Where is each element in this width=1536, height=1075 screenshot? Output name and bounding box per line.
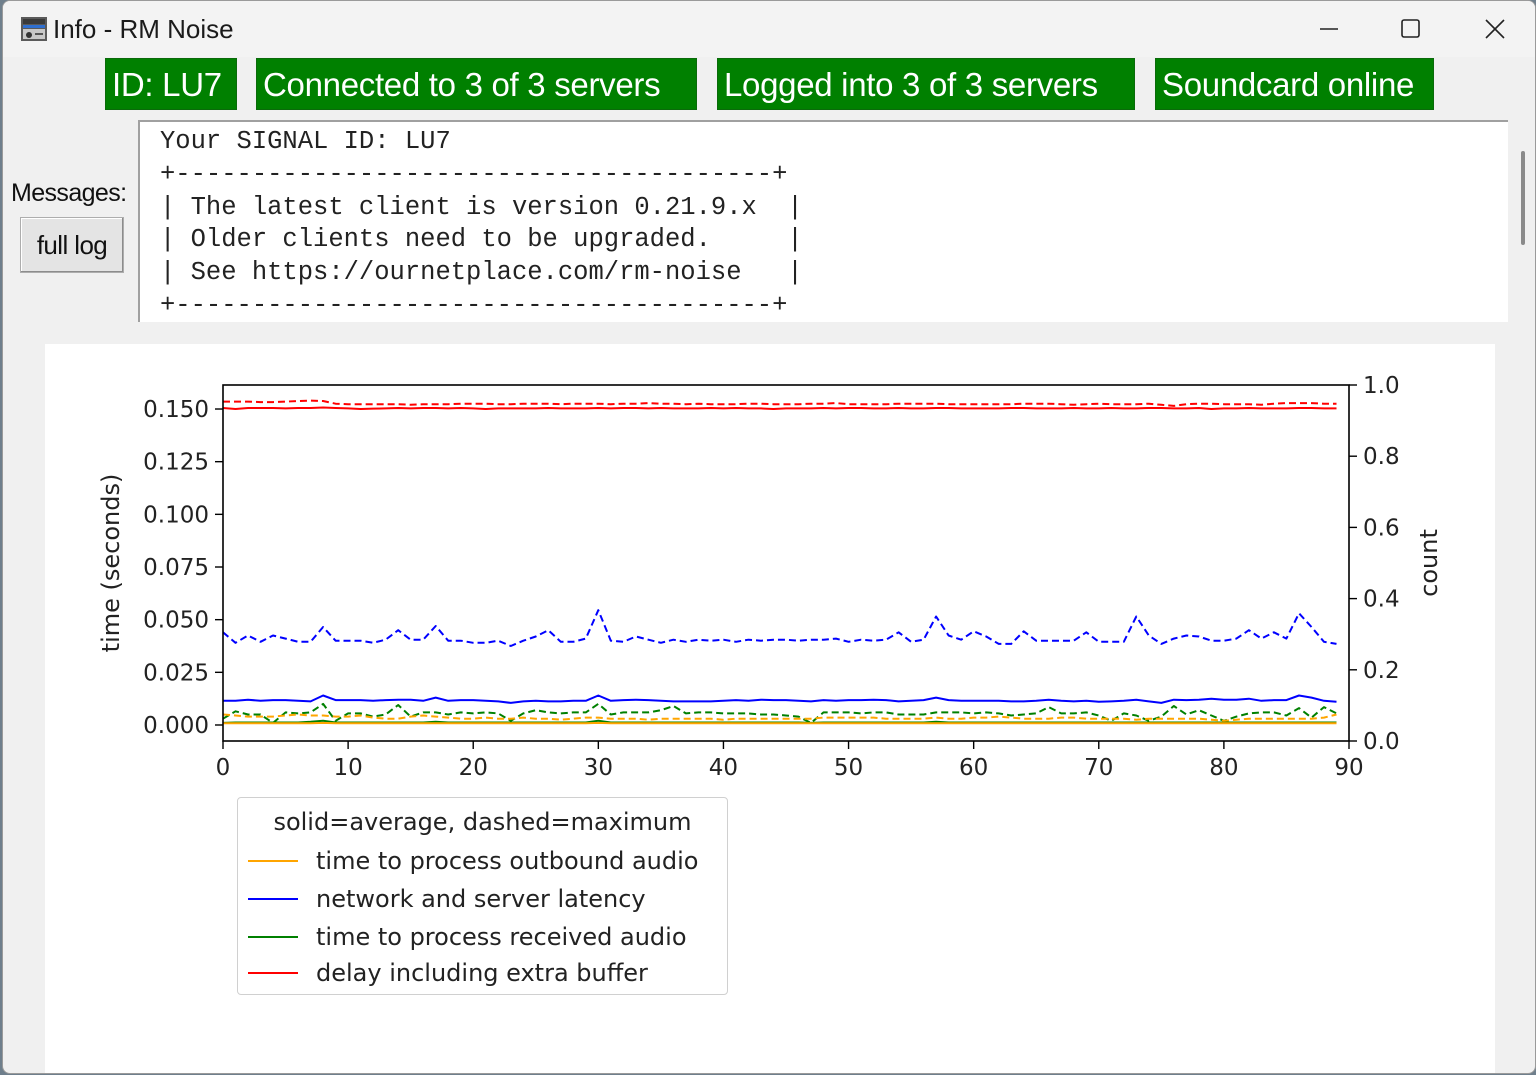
maximize-button[interactable] (1381, 7, 1441, 51)
blue-line-swatch (248, 898, 298, 900)
legend-title: solid=average, dashed=maximum (273, 808, 692, 836)
legend-item: network and server latency (248, 884, 646, 914)
y-tick-label: 0.075 (143, 555, 209, 581)
message-line: +---------------------------------------… (160, 159, 788, 189)
window-title: Info - RM Noise (53, 14, 234, 44)
x-tick-label: 70 (1084, 755, 1113, 781)
status-bar: ID: LU7 Connected to 3 of 3 servers Logg… (3, 58, 1535, 110)
y2-tick-label: 0.2 (1363, 658, 1400, 684)
y2-tick-label: 0.8 (1363, 444, 1400, 470)
maximize-icon (1401, 19, 1420, 38)
y-tick-label: 0.150 (143, 397, 209, 423)
legend-item: delay including extra buffer (248, 958, 648, 988)
series-line (223, 694, 1337, 704)
legend-label: delay including extra buffer (316, 959, 648, 987)
x-tick-label: 30 (584, 755, 613, 781)
series-line (222, 406, 1337, 410)
green-line-swatch (248, 936, 298, 938)
orange-line-swatch (248, 860, 298, 862)
latency-chart-panel: 0 10 20 30 40 50 60 70 80 90 0.000 0.025 0.050 0.075… (45, 344, 1495, 1073)
legend-label: network and server latency (316, 885, 646, 913)
id-badge: ID: LU7 (105, 58, 237, 110)
close-icon (1485, 19, 1505, 39)
series-line (223, 399, 1337, 407)
soundcard-badge: Soundcard online (1155, 58, 1434, 110)
minimize-icon (1320, 28, 1338, 30)
legend-label: time to process received audio (316, 923, 687, 951)
full-log-button[interactable]: full log (20, 217, 124, 273)
series-line (222, 609, 1337, 647)
x-tick-label: 90 (1334, 755, 1363, 781)
message-line: | Older clients need to be upgraded. | (160, 225, 803, 255)
y2-tick-label: 0.0 (1363, 729, 1400, 755)
y-tick-label: 0.000 (143, 713, 209, 739)
x-tick-label: 80 (1209, 755, 1238, 781)
y-tick-label: 0.125 (143, 450, 209, 476)
red-line-swatch (248, 972, 298, 974)
chart-series (222, 399, 1337, 725)
messages-label: Messages: (11, 179, 127, 207)
legend-item: time to process outbound audio (248, 846, 698, 876)
y-tick-label: 0.100 (143, 502, 209, 528)
y-axis-label: time (seconds) (97, 474, 125, 653)
series-line (222, 713, 1337, 722)
series-line (222, 702, 1337, 724)
message-line: | The latest client is version 0.21.9.x … (160, 192, 803, 222)
y2-axis-label: count (1415, 529, 1443, 597)
chart-legend: solid=average, dashed=maximum time to pr… (237, 797, 728, 995)
x-axis: 0 10 20 30 40 50 60 70 80 90 (216, 741, 1364, 781)
y-tick-label: 0.050 (143, 608, 209, 634)
messages-scrollbar[interactable] (1521, 151, 1525, 245)
messages-textbox[interactable]: Your SIGNAL ID: LU7 +-------------------… (138, 120, 1508, 322)
y2-tick-label: 0.6 (1363, 515, 1400, 541)
app-radio-icon (21, 17, 47, 41)
message-line: Your SIGNAL ID: LU7 (160, 127, 451, 156)
latency-chart: 0 10 20 30 40 50 60 70 80 90 0.000 0.025 0.050 0.075… (97, 373, 1443, 781)
connected-badge: Connected to 3 of 3 servers (256, 58, 697, 110)
logged-in-badge: Logged into 3 of 3 servers (717, 58, 1135, 110)
y-axis-right: 0.0 0.2 0.4 0.6 0.8 1.0 (1349, 373, 1400, 755)
message-line: +---------------------------------------… (160, 290, 788, 320)
close-button[interactable] (1465, 7, 1525, 51)
y-tick-label: 0.025 (143, 660, 209, 686)
x-tick-label: 0 (216, 755, 231, 781)
x-tick-label: 40 (709, 755, 738, 781)
message-line: | See https://ournetplace.com/rm-noise | (160, 258, 803, 288)
y2-tick-label: 0.4 (1363, 587, 1400, 613)
legend-label: time to process outbound audio (316, 847, 699, 875)
y-axis-left: 0.000 0.025 0.050 0.075 0.100 0.125 0.150 (143, 397, 223, 739)
legend-item: time to process received audio (248, 922, 687, 952)
x-tick-label: 10 (333, 755, 362, 781)
x-tick-label: 60 (959, 755, 988, 781)
y2-tick-label: 1.0 (1363, 373, 1400, 399)
x-tick-label: 20 (459, 755, 488, 781)
title-bar[interactable]: Info - RM Noise (3, 1, 1535, 57)
plot-frame (222, 384, 1350, 742)
x-tick-label: 50 (834, 755, 863, 781)
minimize-button[interactable] (1299, 7, 1359, 51)
